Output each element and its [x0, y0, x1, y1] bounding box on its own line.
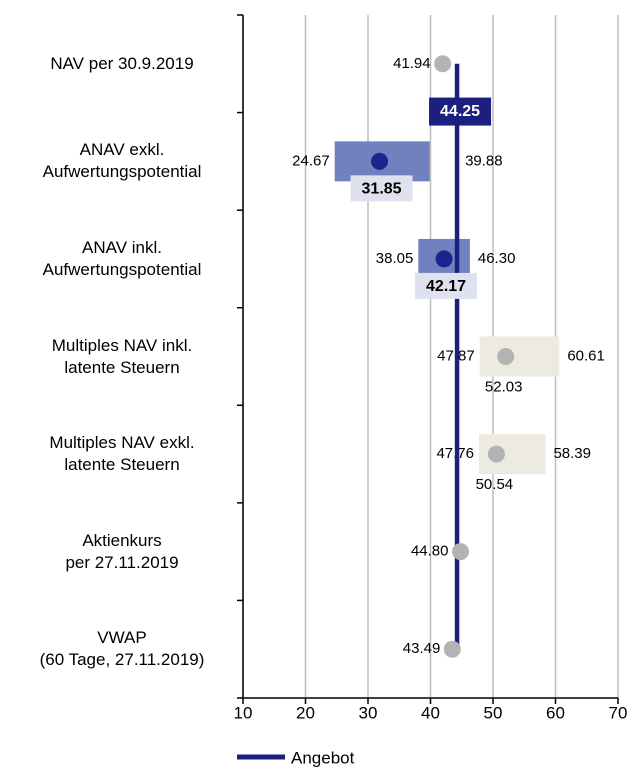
category-label: Multiples NAV inkl. latente Steuern: [51, 335, 193, 377]
x-tick-label: 50: [484, 703, 503, 722]
point-label: 50.54: [476, 476, 514, 493]
point: [434, 55, 452, 73]
category-label: VWAP (60 Tage, 27.11.2019): [39, 628, 205, 670]
x-tick-label: 70: [609, 703, 628, 722]
point: [497, 348, 515, 365]
category-label: NAV per 30.9.2019: [50, 53, 194, 73]
category-label: Aktienkurs per 27.11.2019: [65, 530, 179, 572]
point: [443, 640, 461, 658]
offer-label: 44.25: [440, 103, 480, 120]
point: [371, 152, 389, 170]
point-label: 42.17: [426, 278, 466, 295]
high-label: 39.88: [465, 152, 503, 169]
range-bar: [479, 336, 560, 377]
point: [487, 445, 505, 463]
low-label: 24.67: [292, 152, 330, 169]
point-label: 52.03: [485, 378, 523, 395]
point-label-box: [350, 175, 413, 202]
category-label: ANAV inkl. Aufwertungspotential: [42, 237, 202, 279]
x-tick-label: 10: [234, 703, 253, 722]
x-tick-label: 40: [421, 703, 440, 722]
point-label: 44.80: [411, 543, 449, 560]
point: [435, 250, 453, 268]
point-label: 43.49: [403, 640, 441, 657]
high-label: 46.30: [478, 250, 516, 267]
category-label: ANAV exkl. Aufwertungspotential: [42, 140, 202, 182]
x-tick-label: 20: [296, 703, 315, 722]
offer-label-box: [429, 97, 492, 126]
point-label-box: [415, 272, 478, 299]
x-tick-label: 60: [546, 703, 565, 722]
x-tick-label: 30: [359, 703, 378, 722]
point: [452, 543, 469, 561]
low-label: 38.05: [376, 250, 414, 267]
category-label: Multiples NAV exkl. latente Steuern: [49, 433, 195, 475]
legend-label: Angebot: [291, 748, 355, 767]
high-label: 58.39: [553, 445, 591, 462]
high-label: 60.61: [567, 347, 605, 364]
point-label: 31.85: [362, 181, 402, 198]
point-label: 41.94: [393, 55, 431, 72]
